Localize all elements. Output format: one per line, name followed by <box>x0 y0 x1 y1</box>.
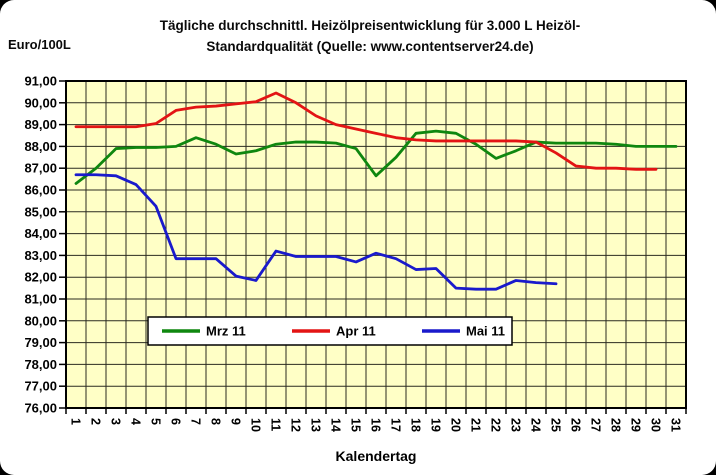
x-tick-label: 27 <box>589 418 603 432</box>
x-tick-label: 16 <box>369 418 383 432</box>
y-tick-label: 90,00 <box>24 95 57 110</box>
x-tick-label: 14 <box>329 418 343 432</box>
y-tick-label: 86,00 <box>24 183 57 198</box>
x-tick-label: 31 <box>669 418 683 432</box>
series-apr-11 <box>74 91 658 171</box>
x-tick-label: 20 <box>449 418 463 432</box>
x-tick-label: 26 <box>569 418 583 432</box>
x-tick-label: 4 <box>129 418 143 425</box>
plot: 91,00 90,00 89,00 88,00 87,00 86,00 85,00 84,00… <box>24 74 687 432</box>
chart-title-line2: Standardqualität (Quelle: www.contentser… <box>206 39 534 54</box>
x-tick-label: 6 <box>169 418 183 425</box>
x-tick-label: 13 <box>309 418 323 432</box>
x-tick-label: 2 <box>89 418 103 425</box>
x-tick-label: 12 <box>289 418 303 432</box>
x-tick-label: 29 <box>629 418 643 432</box>
series-mai-11 <box>74 173 558 291</box>
chart-title: Tägliche durchschnittl. Heizölpreisentwi… <box>70 15 670 57</box>
x-tick-label: 23 <box>509 418 523 432</box>
x-tick-label: 8 <box>209 418 223 425</box>
y-tick-label: 85,00 <box>24 204 57 219</box>
x-tick-label: 30 <box>649 418 663 432</box>
x-tick-label: 17 <box>389 418 403 432</box>
legend-label: Apr 11 <box>336 324 376 339</box>
legend-label: Mrz 11 <box>206 324 246 339</box>
y-tick-label: 77,00 <box>24 379 57 394</box>
x-tick-label: 1 <box>69 418 83 425</box>
x-tick-label: 9 <box>229 418 243 425</box>
x-tick-label: 3 <box>109 418 123 425</box>
plot-area <box>66 81 686 408</box>
y-axis-unit-label: Euro/100L <box>8 37 71 52</box>
y-tick-label: 87,00 <box>24 161 57 176</box>
y-tick-label: 89,00 <box>24 117 57 132</box>
y-tick-label: 80,00 <box>24 313 57 328</box>
legend: Mrz 11 Apr 11 Mai 11 <box>147 316 513 346</box>
x-axis-title: Kalendertag <box>336 448 417 464</box>
y-tick-label: 88,00 <box>24 139 57 154</box>
series-mrz-11 <box>74 129 678 185</box>
chart-title-line1: Tägliche durchschnittl. Heizölpreisentwi… <box>159 18 581 33</box>
x-tick-label: 5 <box>149 418 163 425</box>
y-tick-label: 76,00 <box>24 401 57 416</box>
x-tick-label: 19 <box>429 418 443 432</box>
y-tick-label: 84,00 <box>24 226 57 241</box>
x-tick-label: 24 <box>529 418 543 432</box>
x-tick-label: 18 <box>409 418 423 432</box>
y-tick-label: 79,00 <box>24 335 57 350</box>
x-tick-label: 28 <box>609 418 623 432</box>
y-tick-label: 91,00 <box>24 74 57 89</box>
x-tick-label: 10 <box>249 418 263 432</box>
y-tick-label: 83,00 <box>24 248 57 263</box>
legend-label: Mai 11 <box>466 324 505 339</box>
x-tick-label: 22 <box>489 418 503 432</box>
plot-border <box>65 80 687 409</box>
x-tick-label: 15 <box>349 418 363 432</box>
y-tick-label: 81,00 <box>24 292 57 307</box>
x-tick-label: 11 <box>269 418 283 431</box>
x-tick-label: 7 <box>189 418 203 425</box>
x-tick-label: 21 <box>469 418 483 432</box>
x-tick-label: 25 <box>549 418 563 432</box>
y-tick-label: 78,00 <box>24 357 57 372</box>
y-tick-label: 82,00 <box>24 270 57 285</box>
